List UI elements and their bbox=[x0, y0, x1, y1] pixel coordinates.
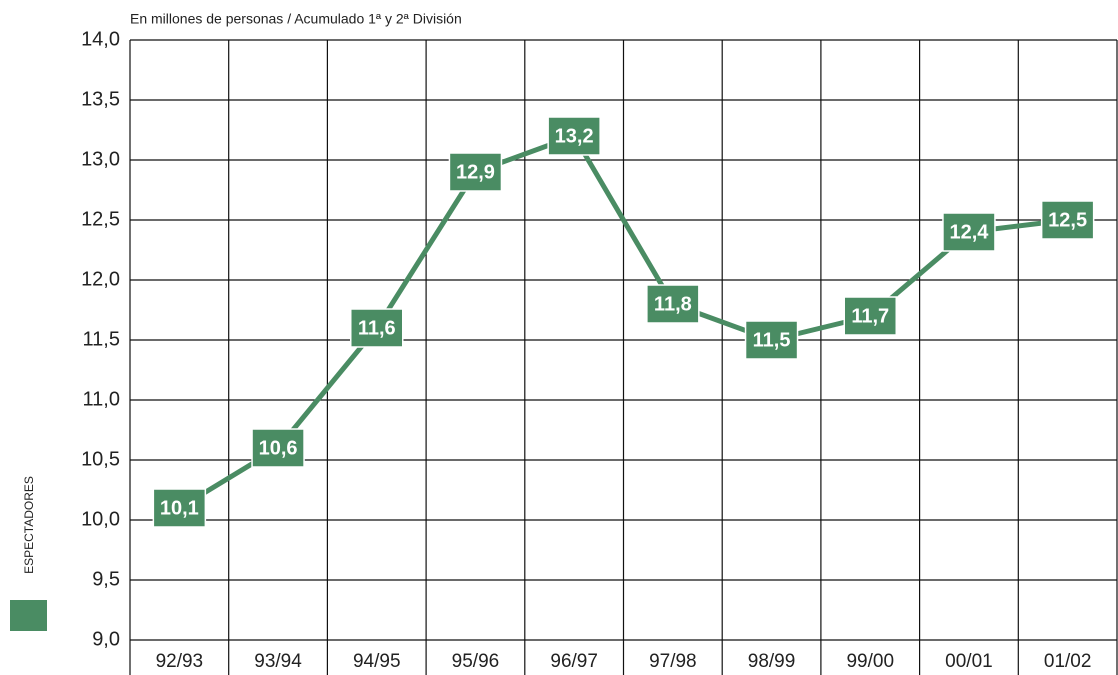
x-tick-label: 97/98 bbox=[649, 651, 697, 672]
y-tick-label: 10,0 bbox=[81, 508, 120, 530]
value-label: 10,1 bbox=[160, 497, 199, 519]
value-label: 12,5 bbox=[1048, 209, 1087, 231]
y-tick-label: 9,5 bbox=[92, 568, 120, 590]
y-tick-label: 12,5 bbox=[81, 208, 120, 230]
x-tick-label: 95/96 bbox=[452, 651, 500, 672]
y-tick-label: 14,0 bbox=[81, 28, 120, 50]
y-tick-label: 9,0 bbox=[92, 628, 120, 650]
value-box bbox=[448, 152, 503, 192]
value-label: 11,8 bbox=[654, 293, 692, 315]
y-tick-label: 11,5 bbox=[83, 328, 120, 350]
value-label: 12,4 bbox=[949, 221, 989, 243]
x-tick-label: 94/95 bbox=[353, 651, 401, 672]
value-box bbox=[646, 284, 700, 324]
y-tick-label: 13,0 bbox=[81, 148, 120, 170]
x-tick-label: 96/97 bbox=[550, 651, 598, 672]
y-tick-label: 13,5 bbox=[81, 88, 120, 110]
value-box bbox=[350, 308, 404, 348]
value-label: 11,5 bbox=[753, 329, 791, 351]
x-tick-label: 93/94 bbox=[254, 651, 302, 672]
y-tick-label: 10,5 bbox=[81, 448, 120, 470]
value-box bbox=[843, 296, 897, 336]
x-tick-label: 98/99 bbox=[748, 651, 796, 672]
y-tick-label: 11,0 bbox=[83, 388, 120, 410]
value-box bbox=[251, 428, 305, 468]
line bbox=[178, 133, 1068, 511]
chart-subtitle: En millones de personas / Acumulado 1ª y… bbox=[130, 11, 462, 27]
value-box bbox=[744, 320, 799, 360]
y-tick-label: 12,0 bbox=[81, 268, 120, 290]
value-label: 12,9 bbox=[456, 161, 495, 183]
x-tick-label: 92/93 bbox=[156, 651, 204, 672]
x-tick-label: 99/00 bbox=[846, 651, 894, 672]
value-box bbox=[152, 488, 207, 528]
value-label: 10,6 bbox=[259, 437, 298, 459]
legend-swatch bbox=[10, 600, 47, 631]
value-box bbox=[1040, 200, 1095, 240]
value-box bbox=[547, 116, 601, 156]
value-label: 11,7 bbox=[851, 305, 889, 327]
value-label: 11,6 bbox=[358, 317, 396, 339]
value-box bbox=[942, 212, 996, 252]
value-label: 13,2 bbox=[555, 125, 594, 147]
legend-label: ESPECTADORES bbox=[22, 476, 36, 574]
x-tick-label: 00/01 bbox=[945, 651, 993, 672]
x-tick-label: 01/02 bbox=[1044, 651, 1092, 672]
